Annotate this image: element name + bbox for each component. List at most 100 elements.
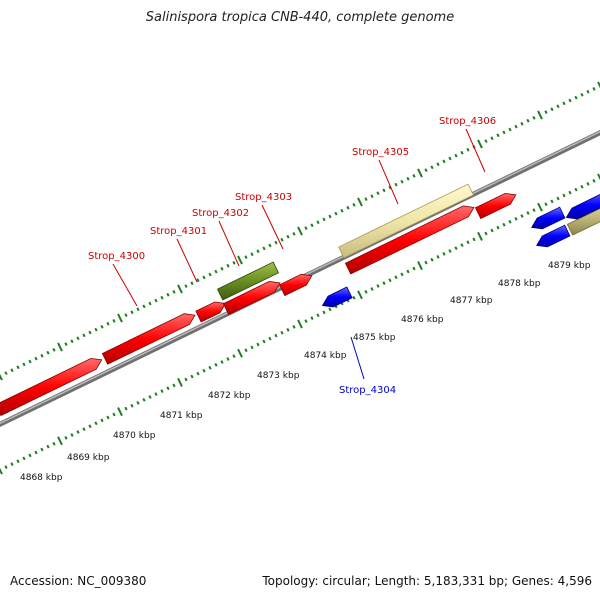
- major-tick: [177, 377, 183, 387]
- minor-tick: [52, 441, 56, 446]
- minor-tick: [532, 208, 536, 212]
- minor-tick: [454, 246, 458, 250]
- minor-tick: [244, 255, 248, 259]
- major-tick: [117, 313, 123, 323]
- minor-tick: [172, 290, 176, 294]
- minor-tick: [160, 389, 164, 394]
- major-tick: [417, 168, 423, 178]
- major-tick: [597, 173, 600, 181]
- scale-label: 4873 kbp: [257, 371, 300, 381]
- leader-line: [176, 238, 198, 283]
- minor-tick: [526, 118, 530, 123]
- minor-tick: [142, 398, 146, 402]
- minor-tick: [202, 368, 206, 373]
- minor-tick: [154, 392, 158, 396]
- major-tick: [237, 348, 243, 358]
- minor-tick: [196, 371, 200, 376]
- major-tick: [357, 290, 363, 300]
- minor-tick: [250, 252, 254, 257]
- minor-tick: [286, 234, 290, 239]
- minor-tick: [580, 92, 584, 97]
- minor-tick: [490, 136, 494, 141]
- major-tick: [357, 197, 363, 207]
- minor-tick: [460, 243, 464, 248]
- minor-tick: [34, 356, 38, 361]
- accession-text: Accession: NC_009380: [10, 574, 147, 588]
- label-layer: 4868 kbp 4869 kbp 4870 kbp 4871 kbp 4872 kbp…: [20, 116, 591, 483]
- cds-forward-strop-4305: [344, 205, 475, 275]
- minor-tick: [412, 266, 416, 271]
- scale-label: 4869 kbp: [67, 453, 110, 463]
- minor-tick: [520, 121, 524, 126]
- minor-tick: [28, 453, 32, 458]
- minor-tick: [22, 456, 26, 461]
- minor-tick: [280, 237, 284, 242]
- minor-tick: [592, 87, 596, 91]
- minor-tick: [508, 127, 512, 132]
- minor-tick: [286, 327, 290, 332]
- minor-tick: [448, 156, 452, 161]
- cds-reverse: [565, 194, 600, 220]
- major-tick: [417, 261, 423, 271]
- minor-tick: [514, 124, 518, 129]
- minor-tick: [586, 181, 590, 186]
- major-tick: [0, 467, 3, 475]
- minor-tick: [346, 205, 350, 210]
- minor-tick: [106, 321, 110, 326]
- major-tick: [57, 342, 63, 352]
- minor-tick: [172, 383, 176, 388]
- minor-tick: [322, 217, 326, 222]
- feature-khaki: [566, 208, 600, 236]
- minor-tick: [64, 436, 68, 440]
- minor-tick: [466, 147, 470, 152]
- major-tick: [57, 436, 63, 446]
- minor-tick: [574, 95, 578, 100]
- feature-olive: [216, 261, 280, 301]
- scale-label: 4870 kbp: [113, 431, 156, 441]
- minor-tick: [316, 220, 320, 225]
- minor-tick: [124, 313, 128, 317]
- minor-tick: [106, 415, 110, 420]
- minor-tick: [130, 310, 134, 315]
- minor-tick: [556, 104, 560, 109]
- minor-tick: [154, 298, 158, 303]
- minor-tick: [466, 240, 470, 245]
- minor-tick: [424, 168, 428, 172]
- minor-tick: [472, 237, 476, 242]
- minor-tick: [130, 403, 134, 408]
- minor-tick: [430, 257, 434, 262]
- minor-tick: [268, 243, 272, 248]
- minor-tick: [592, 179, 596, 183]
- minor-tick: [514, 217, 518, 221]
- scale-label: 4879 kbp: [548, 261, 591, 271]
- minor-tick: [82, 333, 86, 338]
- minor-tick: [448, 249, 452, 253]
- minor-tick: [304, 226, 308, 230]
- minor-tick: [250, 345, 254, 350]
- scale-label: 4876 kbp: [401, 315, 444, 325]
- minor-tick: [388, 278, 392, 283]
- minor-tick: [382, 281, 386, 285]
- minor-tick: [112, 412, 116, 417]
- minor-tick: [166, 292, 170, 297]
- minor-tick: [208, 365, 212, 370]
- minor-tick: [376, 191, 380, 196]
- minor-tick: [484, 139, 488, 143]
- minor-tick: [214, 363, 218, 367]
- leader-line: [112, 263, 138, 307]
- major-tick: [237, 255, 243, 265]
- minor-tick: [166, 386, 170, 391]
- minor-tick: [88, 424, 92, 429]
- major-tick: [477, 231, 483, 241]
- minor-tick: [328, 214, 332, 219]
- minor-tick: [274, 333, 278, 338]
- minor-tick: [526, 211, 530, 215]
- minor-tick: [190, 281, 194, 286]
- minor-tick: [502, 222, 506, 227]
- minor-tick: [400, 179, 404, 184]
- tick-layer: [0, 81, 600, 475]
- cds-forward-strop-4306: [474, 192, 517, 220]
- minor-tick: [184, 377, 188, 382]
- gene-label-forward: Strop_4306: [439, 116, 496, 127]
- minor-tick: [424, 260, 428, 265]
